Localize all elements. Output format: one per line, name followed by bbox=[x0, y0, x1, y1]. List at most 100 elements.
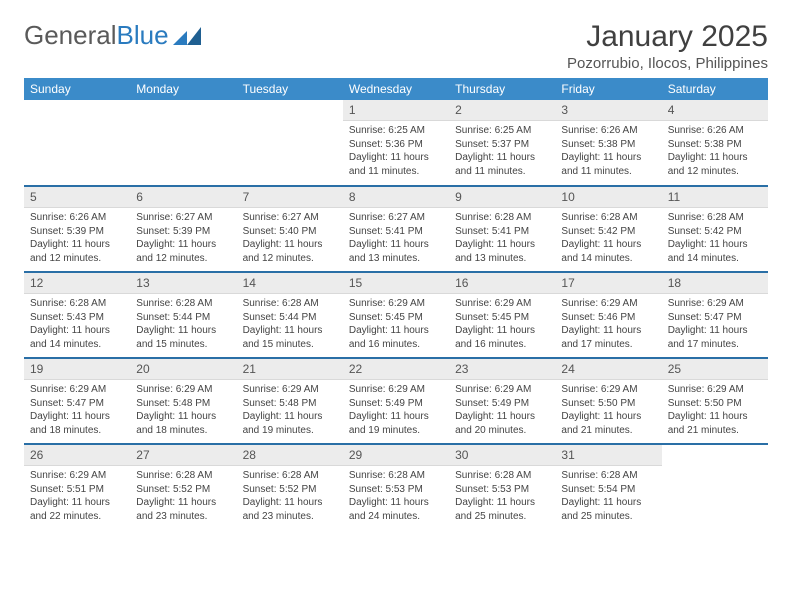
daylight-text-2: and 11 minutes. bbox=[455, 165, 549, 179]
daylight-text-1: Daylight: 11 hours bbox=[136, 410, 230, 424]
day-number: 26 bbox=[24, 445, 130, 466]
daylight-text-1: Daylight: 11 hours bbox=[349, 496, 443, 510]
sunrise-text: Sunrise: 6:26 AM bbox=[30, 211, 124, 225]
day-details: Sunrise: 6:28 AMSunset: 5:42 PMDaylight:… bbox=[555, 208, 661, 270]
sunrise-text: Sunrise: 6:28 AM bbox=[561, 469, 655, 483]
sunset-text: Sunset: 5:37 PM bbox=[455, 138, 549, 152]
daylight-text-2: and 13 minutes. bbox=[455, 252, 549, 266]
daylight-text-2: and 16 minutes. bbox=[455, 338, 549, 352]
sunset-text: Sunset: 5:51 PM bbox=[30, 483, 124, 497]
calendar-day-cell bbox=[237, 100, 343, 186]
sunrise-text: Sunrise: 6:28 AM bbox=[349, 469, 443, 483]
day-number: 25 bbox=[662, 359, 768, 380]
sunrise-text: Sunrise: 6:29 AM bbox=[136, 383, 230, 397]
calendar-day-cell: 5Sunrise: 6:26 AMSunset: 5:39 PMDaylight… bbox=[24, 186, 130, 272]
sunset-text: Sunset: 5:42 PM bbox=[561, 225, 655, 239]
calendar-day-cell: 7Sunrise: 6:27 AMSunset: 5:40 PMDaylight… bbox=[237, 186, 343, 272]
daylight-text-2: and 17 minutes. bbox=[561, 338, 655, 352]
day-details: Sunrise: 6:29 AMSunset: 5:49 PMDaylight:… bbox=[449, 380, 555, 442]
daylight-text-2: and 18 minutes. bbox=[30, 424, 124, 438]
sunrise-text: Sunrise: 6:26 AM bbox=[668, 124, 762, 138]
day-details: Sunrise: 6:26 AMSunset: 5:38 PMDaylight:… bbox=[662, 121, 768, 183]
weekday-header: Saturday bbox=[662, 78, 768, 100]
calendar-day-cell: 8Sunrise: 6:27 AMSunset: 5:41 PMDaylight… bbox=[343, 186, 449, 272]
day-details: Sunrise: 6:28 AMSunset: 5:44 PMDaylight:… bbox=[130, 294, 236, 356]
daylight-text-1: Daylight: 11 hours bbox=[349, 151, 443, 165]
day-number: 21 bbox=[237, 359, 343, 380]
calendar-day-cell: 10Sunrise: 6:28 AMSunset: 5:42 PMDayligh… bbox=[555, 186, 661, 272]
sunset-text: Sunset: 5:39 PM bbox=[136, 225, 230, 239]
sunset-text: Sunset: 5:41 PM bbox=[455, 225, 549, 239]
daylight-text-1: Daylight: 11 hours bbox=[136, 238, 230, 252]
weekday-header: Thursday bbox=[449, 78, 555, 100]
daylight-text-1: Daylight: 11 hours bbox=[455, 410, 549, 424]
day-details: Sunrise: 6:26 AMSunset: 5:38 PMDaylight:… bbox=[555, 121, 661, 183]
calendar-week-row: 12Sunrise: 6:28 AMSunset: 5:43 PMDayligh… bbox=[24, 272, 768, 358]
sunrise-text: Sunrise: 6:29 AM bbox=[349, 383, 443, 397]
day-number: 14 bbox=[237, 273, 343, 294]
day-details: Sunrise: 6:29 AMSunset: 5:47 PMDaylight:… bbox=[662, 294, 768, 356]
day-number: 28 bbox=[237, 445, 343, 466]
daylight-text-1: Daylight: 11 hours bbox=[455, 151, 549, 165]
sunrise-text: Sunrise: 6:29 AM bbox=[668, 383, 762, 397]
logo-text-2: Blue bbox=[117, 20, 169, 51]
daylight-text-2: and 22 minutes. bbox=[30, 510, 124, 524]
daylight-text-2: and 17 minutes. bbox=[668, 338, 762, 352]
day-number: 2 bbox=[449, 100, 555, 121]
daylight-text-2: and 23 minutes. bbox=[243, 510, 337, 524]
sunrise-text: Sunrise: 6:29 AM bbox=[30, 469, 124, 483]
day-number: 29 bbox=[343, 445, 449, 466]
sunrise-text: Sunrise: 6:29 AM bbox=[455, 383, 549, 397]
daylight-text-1: Daylight: 11 hours bbox=[455, 324, 549, 338]
sunrise-text: Sunrise: 6:28 AM bbox=[561, 211, 655, 225]
sunset-text: Sunset: 5:45 PM bbox=[349, 311, 443, 325]
sunrise-text: Sunrise: 6:27 AM bbox=[349, 211, 443, 225]
day-details: Sunrise: 6:28 AMSunset: 5:53 PMDaylight:… bbox=[449, 466, 555, 528]
daylight-text-1: Daylight: 11 hours bbox=[349, 238, 443, 252]
day-details: Sunrise: 6:29 AMSunset: 5:50 PMDaylight:… bbox=[555, 380, 661, 442]
day-number: 18 bbox=[662, 273, 768, 294]
day-number: 7 bbox=[237, 187, 343, 208]
sunrise-text: Sunrise: 6:27 AM bbox=[136, 211, 230, 225]
daylight-text-1: Daylight: 11 hours bbox=[668, 324, 762, 338]
daylight-text-1: Daylight: 11 hours bbox=[349, 324, 443, 338]
day-details: Sunrise: 6:28 AMSunset: 5:44 PMDaylight:… bbox=[237, 294, 343, 356]
calendar-day-cell: 1Sunrise: 6:25 AMSunset: 5:36 PMDaylight… bbox=[343, 100, 449, 186]
sunset-text: Sunset: 5:41 PM bbox=[349, 225, 443, 239]
daylight-text-1: Daylight: 11 hours bbox=[30, 324, 124, 338]
day-details: Sunrise: 6:27 AMSunset: 5:41 PMDaylight:… bbox=[343, 208, 449, 270]
calendar-table: SundayMondayTuesdayWednesdayThursdayFrid… bbox=[24, 78, 768, 530]
calendar-day-cell: 2Sunrise: 6:25 AMSunset: 5:37 PMDaylight… bbox=[449, 100, 555, 186]
daylight-text-2: and 15 minutes. bbox=[136, 338, 230, 352]
sunset-text: Sunset: 5:49 PM bbox=[349, 397, 443, 411]
sunrise-text: Sunrise: 6:26 AM bbox=[561, 124, 655, 138]
day-details: Sunrise: 6:28 AMSunset: 5:54 PMDaylight:… bbox=[555, 466, 661, 528]
daylight-text-1: Daylight: 11 hours bbox=[561, 238, 655, 252]
calendar-week-row: 5Sunrise: 6:26 AMSunset: 5:39 PMDaylight… bbox=[24, 186, 768, 272]
daylight-text-2: and 21 minutes. bbox=[561, 424, 655, 438]
daylight-text-1: Daylight: 11 hours bbox=[30, 410, 124, 424]
calendar-day-cell bbox=[130, 100, 236, 186]
day-number: 20 bbox=[130, 359, 236, 380]
sunrise-text: Sunrise: 6:28 AM bbox=[243, 297, 337, 311]
sunset-text: Sunset: 5:36 PM bbox=[349, 138, 443, 152]
day-details: Sunrise: 6:29 AMSunset: 5:48 PMDaylight:… bbox=[237, 380, 343, 442]
daylight-text-2: and 14 minutes. bbox=[30, 338, 124, 352]
calendar-week-row: 19Sunrise: 6:29 AMSunset: 5:47 PMDayligh… bbox=[24, 358, 768, 444]
daylight-text-2: and 11 minutes. bbox=[561, 165, 655, 179]
logo: GeneralBlue bbox=[24, 20, 201, 51]
sunset-text: Sunset: 5:44 PM bbox=[243, 311, 337, 325]
calendar-day-cell bbox=[24, 100, 130, 186]
day-number: 24 bbox=[555, 359, 661, 380]
calendar-day-cell: 28Sunrise: 6:28 AMSunset: 5:52 PMDayligh… bbox=[237, 444, 343, 530]
daylight-text-1: Daylight: 11 hours bbox=[243, 496, 337, 510]
sunrise-text: Sunrise: 6:27 AM bbox=[243, 211, 337, 225]
day-number: 3 bbox=[555, 100, 661, 121]
weekday-header: Tuesday bbox=[237, 78, 343, 100]
sunrise-text: Sunrise: 6:28 AM bbox=[136, 469, 230, 483]
calendar-day-cell: 13Sunrise: 6:28 AMSunset: 5:44 PMDayligh… bbox=[130, 272, 236, 358]
calendar-day-cell: 9Sunrise: 6:28 AMSunset: 5:41 PMDaylight… bbox=[449, 186, 555, 272]
sunset-text: Sunset: 5:52 PM bbox=[243, 483, 337, 497]
daylight-text-2: and 25 minutes. bbox=[455, 510, 549, 524]
header: GeneralBlue January 2025 Pozorrubio, Ilo… bbox=[24, 20, 768, 72]
